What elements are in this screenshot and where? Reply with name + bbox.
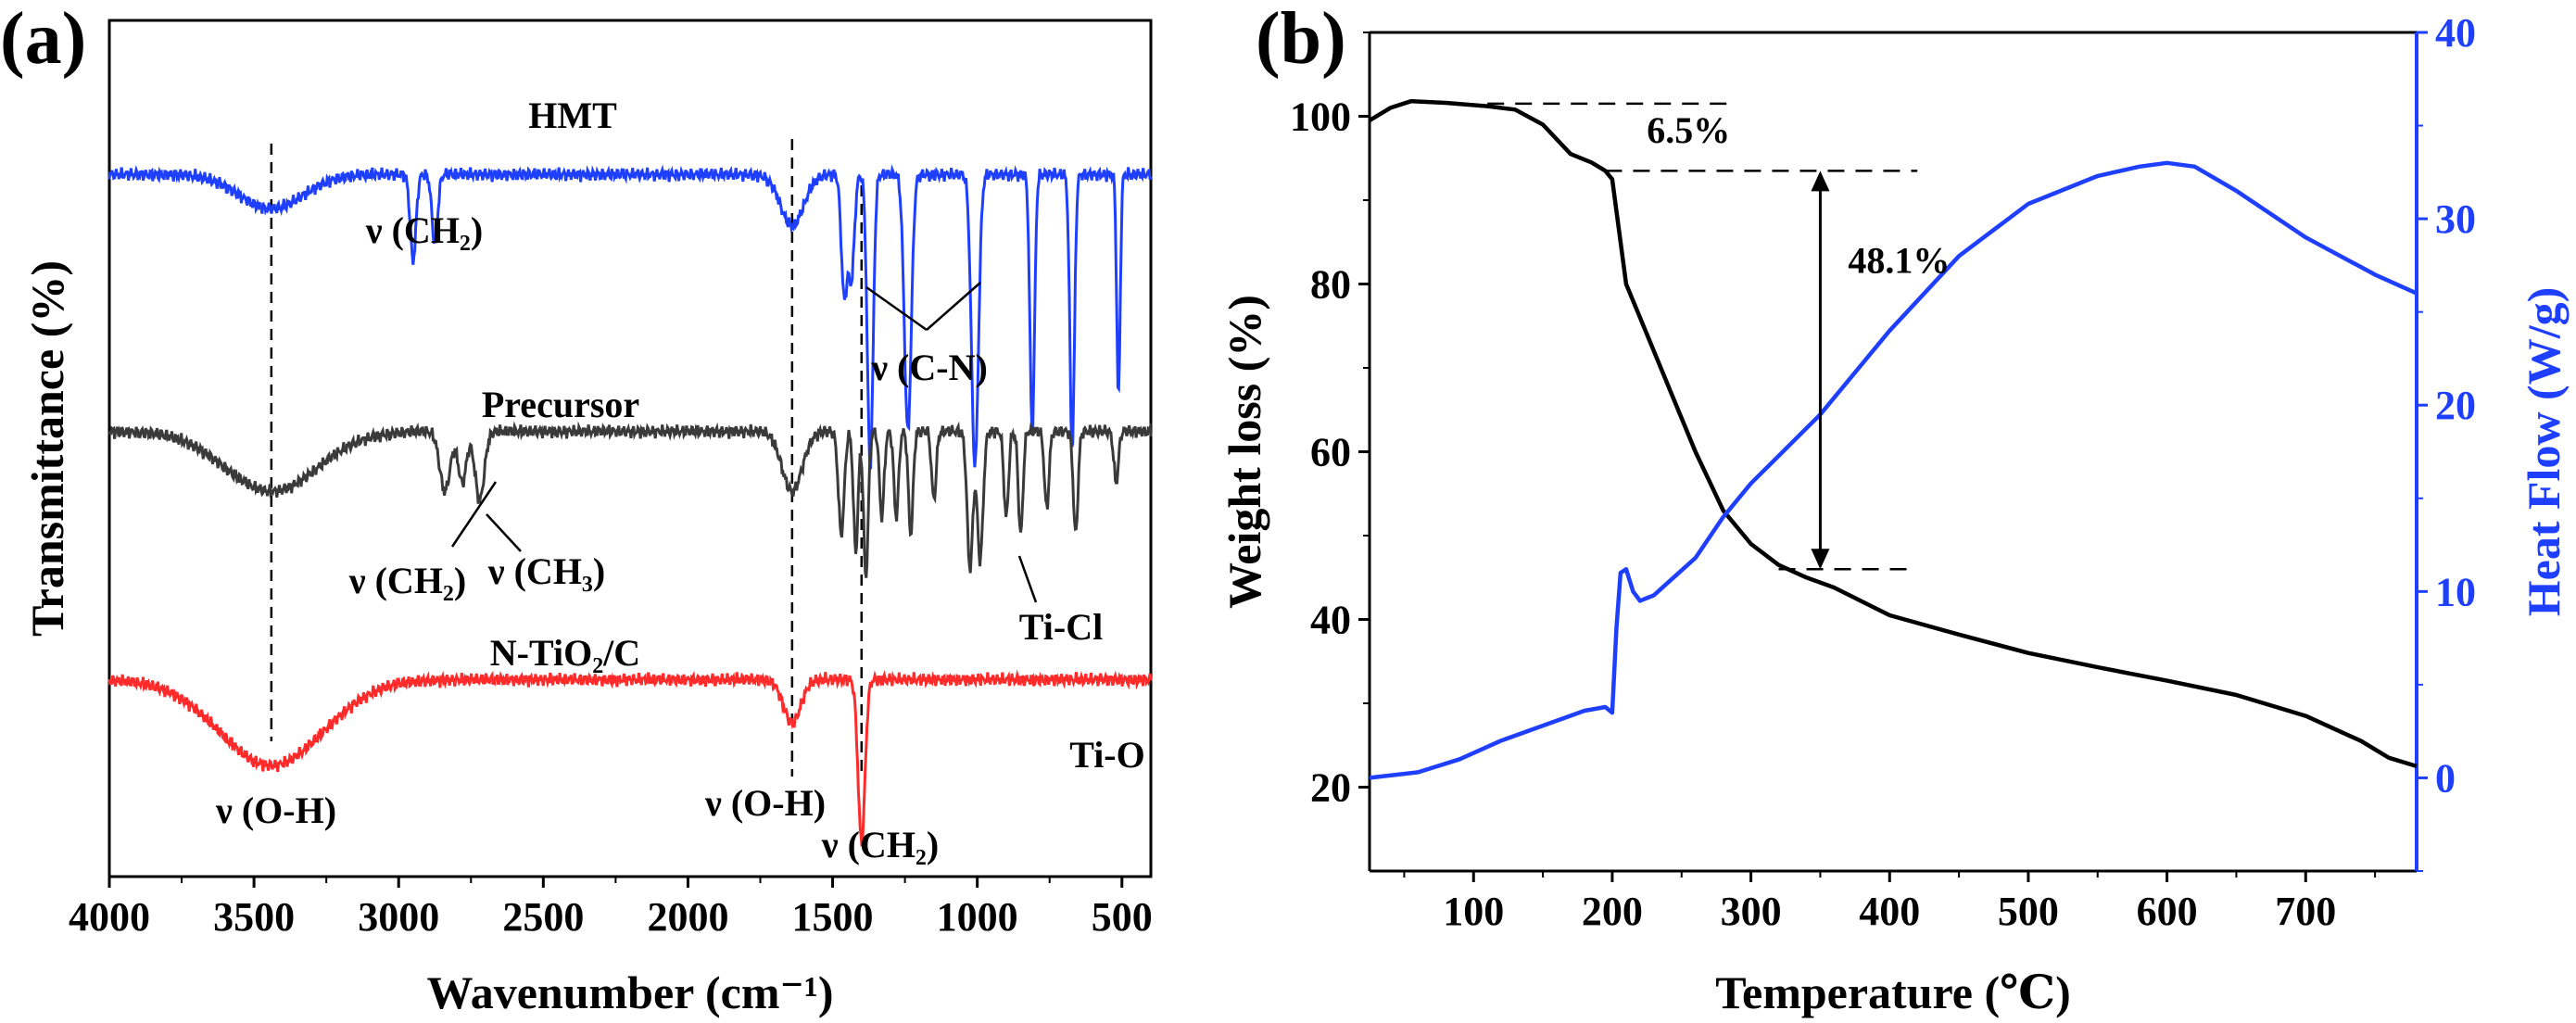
- panel-a-ftir-chart: 4000 3500 3000 2500 2000 1500 1000 500 HMT Precur…: [0, 0, 1153, 1018]
- x-axis-title-a: Wavenumber (cm⁻¹): [426, 966, 833, 1018]
- x-tick-label-a: 1500: [792, 894, 874, 940]
- annotation-6-5-percent: 6.5%: [1647, 109, 1730, 151]
- y-tick-label-b: 20: [1310, 765, 1351, 811]
- y-tick-label-b: 100: [1290, 95, 1351, 140]
- series-label-precursor: Precursor: [482, 384, 639, 425]
- y-tick-label-b: 60: [1310, 430, 1351, 475]
- panel-label-b: (b): [1256, 0, 1346, 80]
- annotation-leader-line-a: [926, 282, 981, 331]
- annotation-ch2-precursor: ν (CH₂): [348, 560, 467, 601]
- x-tick-label-a: 3000: [358, 894, 439, 940]
- x-tick-label-a: 500: [1092, 894, 1153, 940]
- x-tick-label-a: 2000: [647, 894, 728, 940]
- y-right-tick-label-b: 30: [2435, 196, 2476, 242]
- y-right-tick-label-b: 0: [2435, 755, 2456, 801]
- annotation-leader-line-a: [486, 513, 522, 552]
- y-tick-label-b: 40: [1310, 598, 1351, 643]
- spectrum-hmt: [107, 164, 1153, 470]
- annotation-leader-line-a: [450, 481, 498, 548]
- annotation-48-1-percent: 48.1%: [1848, 239, 1950, 281]
- x-tick-label-a: 4000: [69, 894, 150, 940]
- annotation-ti-o: Ti-O: [1069, 734, 1145, 776]
- annotation-ti-cl: Ti-Cl: [1019, 606, 1103, 648]
- annotation-ch2-hmt: ν (CH₂): [365, 209, 484, 251]
- x-tick-label-b: 600: [2137, 889, 2198, 934]
- y-right-tick-label-b: 10: [2435, 569, 2476, 614]
- y-right-tick-label-b: 20: [2435, 383, 2476, 428]
- x-tick-label-b: 700: [2275, 889, 2336, 934]
- annotation-leader-line-a: [1017, 555, 1038, 603]
- x-tick-label-a: 1000: [937, 894, 1018, 940]
- x-tick-label-b: 400: [1859, 889, 1920, 934]
- x-tick-label-b: 100: [1443, 889, 1504, 934]
- annotation-oh-right: ν (O-H): [704, 782, 826, 824]
- series-label-hmt: HMT: [528, 95, 617, 136]
- series-label-n-tio2-c: N-TiO₂/C: [490, 632, 640, 674]
- annotation-cn-hmt: ν (C-N): [870, 347, 988, 388]
- y-right-axis-title-b: Heat Flow (W/g): [2518, 287, 2570, 616]
- spectrum-n-tio2-c: [107, 669, 1153, 847]
- y-axis-title-b: Weight loss (%): [1219, 295, 1270, 609]
- annotation-ch3-precursor: ν (CH₃): [487, 550, 606, 592]
- x-tick-label-b: 200: [1582, 889, 1643, 934]
- y-axis-title-a: Transmittance (%): [21, 260, 73, 637]
- y-right-tick-label-b: 40: [2435, 10, 2476, 56]
- heat-flow-line: [1369, 160, 2418, 780]
- x-tick-label-b: 500: [1998, 889, 2059, 934]
- x-tick-label-b: 300: [1721, 889, 1782, 934]
- weight-loss-line: [1368, 98, 2418, 769]
- y-tick-label-b: 80: [1310, 262, 1351, 308]
- x-tick-label-a: 3500: [213, 894, 295, 940]
- annotation-leader-line-a: [865, 285, 928, 332]
- annotation-ch2-n-tio2: ν (CH₂): [821, 824, 940, 865]
- x-tick-label-a: 2500: [502, 894, 584, 940]
- plot-frame-a: [107, 19, 1153, 878]
- arrow-head-up: [1811, 170, 1830, 192]
- x-axis-title-b: Temperature (℃): [1715, 966, 2070, 1018]
- annotation-oh-left: ν (O-H): [215, 789, 336, 831]
- spectrum-precursor: [107, 421, 1153, 578]
- panel-label-a: (a): [0, 0, 86, 80]
- arrow-head-down: [1811, 549, 1830, 570]
- panel-b-tga-dsc-chart: 100 200 300 400 500 600 700 20 40 60 80 100 0 10 20 30 4…: [1219, 0, 2570, 1018]
